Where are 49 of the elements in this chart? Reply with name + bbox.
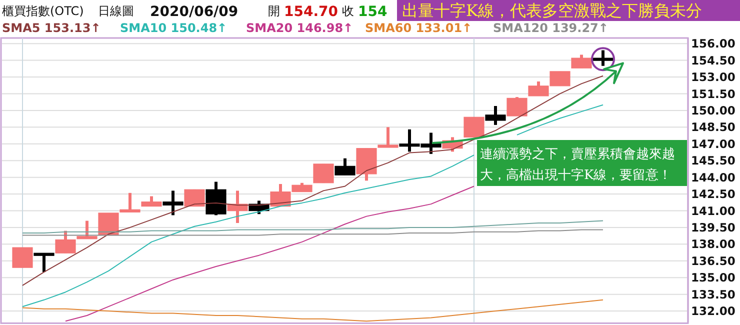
candlestick (313, 164, 334, 184)
y-tick-label: 156.00 (691, 36, 736, 51)
text: 154 (358, 4, 388, 20)
y-tick-label: 150.00 (691, 103, 736, 118)
y-tick-label: 138.00 (691, 237, 736, 252)
y-tick-label: 154.50 (691, 53, 736, 68)
text: SMA60 133.01↑ (365, 21, 472, 35)
y-tick-label: 148.50 (691, 120, 736, 134)
candlestick (141, 196, 162, 207)
text: 出量十字K線，代表多空激戰之下勝負未分 (402, 1, 702, 20)
candlestick (55, 230, 76, 254)
y-tick-label: 132.00 (691, 304, 736, 318)
y-tick-label: 144.00 (691, 170, 736, 184)
candlestick (12, 247, 33, 268)
candlestick (162, 190, 184, 216)
candlestick (506, 97, 528, 116)
text: SMA10 150.48↑ (120, 21, 228, 35)
text: 開 (268, 4, 280, 18)
text: SMA20 146.98↑ (246, 21, 354, 35)
candlestick (485, 106, 506, 125)
candlestick (571, 54, 592, 68)
line-series (22, 220, 604, 234)
y-tick-label: 142.50 (691, 187, 736, 202)
y-tick-label: 135.00 (691, 270, 736, 285)
y-tick-label: 151.50 (691, 86, 736, 101)
candlestick (120, 192, 140, 212)
y-tick-label: 139.50 (691, 220, 736, 234)
line-series (65, 186, 474, 322)
text: 2020/06/09 (150, 4, 238, 20)
candlestick (34, 252, 54, 272)
chart-title: 櫃買指數(OTC) (2, 4, 84, 18)
candlestick (184, 189, 205, 207)
y-tick-label: 141.00 (691, 204, 736, 218)
candlestick (464, 116, 484, 138)
y-tick-label: 153.00 (691, 70, 736, 84)
candlestick (334, 158, 356, 176)
text: 154.70 (284, 4, 338, 20)
y-tick-label: 147.00 (691, 136, 736, 151)
text: SMA5 153.13↑ (2, 21, 101, 35)
candlestick (76, 220, 98, 240)
annotation: 連續漲勢之下，賣壓累積會越來越大，高檔出現十字K線，要留意！ (480, 147, 675, 183)
y-tick-label: 145.50 (691, 154, 736, 168)
text: SMA120 139.27↑ (493, 21, 608, 35)
text: 收 (342, 4, 354, 18)
y-tick-label: 136.50 (691, 254, 736, 268)
candlestick (378, 127, 398, 148)
y-tick-label: 133.50 (691, 287, 736, 302)
line-series (22, 299, 604, 322)
chart-subtitle: 日線圖 (98, 4, 134, 18)
